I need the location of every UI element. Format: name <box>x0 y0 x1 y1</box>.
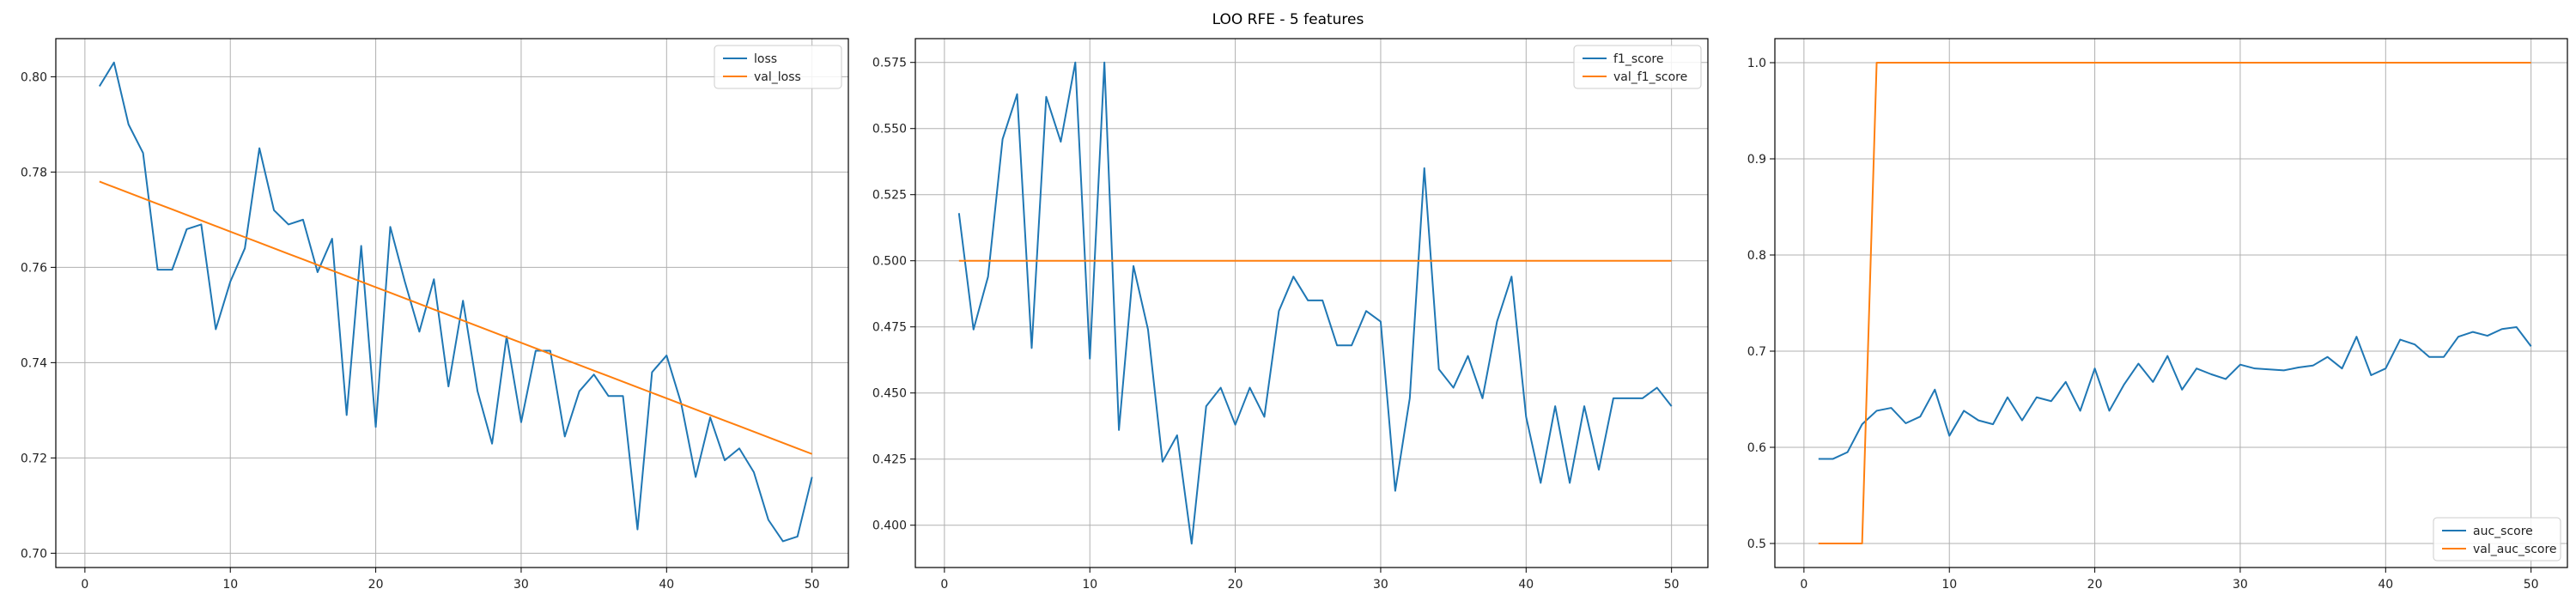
y-tick-label: 0.72 <box>21 452 47 465</box>
series-line-val-auc-score <box>1818 62 2531 544</box>
x-tick-label: 20 <box>368 578 384 592</box>
legend-label: val_auc_score <box>2473 543 2557 556</box>
x-tick-label: 20 <box>1228 578 1243 592</box>
y-tick-label: 0.76 <box>21 261 47 275</box>
series-line-val-loss <box>99 180 813 455</box>
y-tick-label: 0.78 <box>21 166 47 179</box>
x-tick-label: 0 <box>940 578 948 592</box>
axes-frame <box>914 38 1709 568</box>
x-tick-label: 40 <box>1518 578 1534 592</box>
chart-panel-3: 0 10 20 30 40 50 0.5 0.6 0.7 0.8 0.9 1.0 auc_scoreva… <box>1747 38 2568 592</box>
y-tick-label: 0.80 <box>21 70 47 84</box>
y-tick-label: 0.400 <box>872 519 907 533</box>
legend-label: auc_score <box>2473 525 2533 538</box>
legend-label: loss <box>754 52 777 66</box>
legend: auc_score val_auc_score <box>2433 517 2561 562</box>
y-tick-label: 0.9 <box>1747 153 1766 167</box>
y-tick-label: 1.0 <box>1747 57 1766 70</box>
x-tick-label: 40 <box>659 578 674 592</box>
axes-frame <box>55 38 849 568</box>
y-tick-label: 0.550 <box>872 123 907 137</box>
x-tick-label: 40 <box>2378 578 2393 592</box>
legend-label: val_loss <box>754 70 801 84</box>
legend-box <box>1573 45 1702 89</box>
y-tick-label: 0.70 <box>21 547 47 561</box>
chart-panel-1: 0 10 20 30 40 50 0.70 0.72 0.74 0.76 0.78 0.80 loss v… <box>21 38 849 592</box>
x-tick-label: 10 <box>1941 578 1957 592</box>
y-tick-label: 0.525 <box>872 189 907 203</box>
y-tick-label: 0.74 <box>21 356 47 370</box>
series-line-loss <box>98 61 813 543</box>
legend: f1_score val_f1_score <box>1573 45 1702 89</box>
legend: loss val_loss <box>714 45 842 89</box>
x-tick-label: 50 <box>1664 578 1680 592</box>
y-tick-label: 0.425 <box>872 453 907 467</box>
axes-frame <box>1774 38 2568 568</box>
legend-box <box>714 45 842 89</box>
x-tick-label: 50 <box>805 578 820 592</box>
legend-box <box>2433 517 2561 562</box>
x-tick-label: 0 <box>81 578 88 592</box>
legend-label: val_f1_score <box>1613 70 1687 84</box>
x-tick-label: 20 <box>2087 578 2103 592</box>
series-line-f1-score <box>957 61 1673 545</box>
y-tick-label: 0.575 <box>872 57 907 70</box>
legend-label: f1_score <box>1613 52 1663 66</box>
x-tick-label: 30 <box>513 578 529 592</box>
chart-panel-2: 0 10 20 30 40 50 0.400 0.425 0.450 0.475 0.500 0.52… <box>872 38 1709 592</box>
x-tick-label: 30 <box>2233 578 2248 592</box>
figure-title: LOO RFE - 5 features <box>1212 11 1364 28</box>
x-tick-label: 50 <box>2524 578 2539 592</box>
y-tick-label: 0.6 <box>1747 441 1766 455</box>
x-tick-label: 30 <box>1373 578 1388 592</box>
series-line-auc-score <box>1818 326 2532 460</box>
y-tick-label: 0.5 <box>1747 537 1766 551</box>
y-tick-label: 0.8 <box>1747 249 1766 263</box>
x-tick-label: 10 <box>222 578 238 592</box>
y-tick-label: 0.475 <box>872 321 907 335</box>
y-tick-label: 0.450 <box>872 387 907 401</box>
x-tick-label: 0 <box>1800 578 1807 592</box>
y-tick-label: 0.7 <box>1747 345 1766 359</box>
y-tick-label: 0.500 <box>872 255 907 269</box>
x-tick-label: 10 <box>1082 578 1097 592</box>
